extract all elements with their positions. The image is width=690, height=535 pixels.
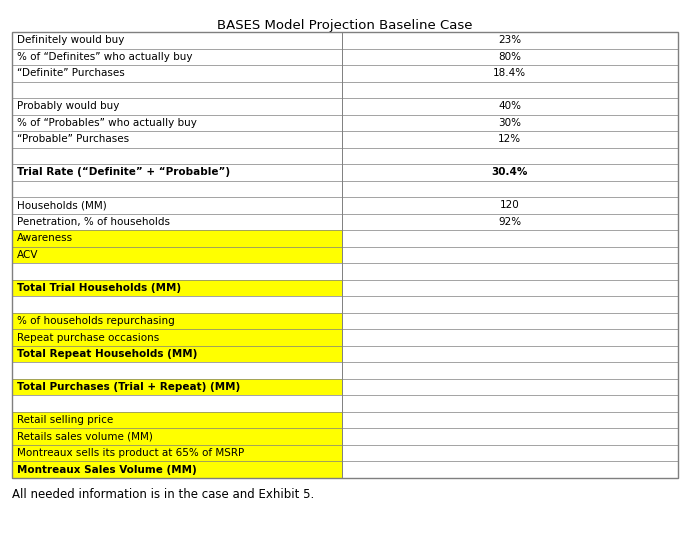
Text: Repeat purchase occasions: Repeat purchase occasions [17,333,159,342]
Text: BASES Model Projection Baseline Case: BASES Model Projection Baseline Case [217,19,473,32]
Bar [12,247,342,263]
Text: Retails sales volume (MM): Retails sales volume (MM) [17,432,153,442]
Text: “Definite” Purchases: “Definite” Purchases [17,68,125,78]
Bar [12,445,342,462]
Text: Total Repeat Households (MM): Total Repeat Households (MM) [17,349,197,359]
Text: Penetration, % of households: Penetration, % of households [17,217,170,227]
Text: Montreaux sells its product at 65% of MSRP: Montreaux sells its product at 65% of MS… [17,448,244,458]
Bar [12,280,342,296]
Text: Retail selling price: Retail selling price [17,415,113,425]
Text: Households (MM): Households (MM) [17,201,107,210]
Text: 30%: 30% [498,118,522,128]
Text: 120: 120 [500,201,520,210]
Text: Definitely would buy: Definitely would buy [17,35,124,45]
Text: 30.4%: 30.4% [492,167,528,178]
Text: % of “Definites” who actually buy: % of “Definites” who actually buy [17,52,193,62]
Text: 80%: 80% [498,52,522,62]
Bar [12,462,342,478]
Text: Awareness: Awareness [17,233,73,243]
Text: “Probable” Purchases: “Probable” Purchases [17,134,129,144]
Text: Total Trial Households (MM): Total Trial Households (MM) [17,283,181,293]
Bar [12,429,342,445]
Text: 23%: 23% [498,35,522,45]
Text: 12%: 12% [498,134,522,144]
Bar [12,346,342,362]
Text: Trial Rate (“Definite” + “Probable”): Trial Rate (“Definite” + “Probable”) [17,167,230,178]
Bar [12,32,678,478]
Text: % of “Probables” who actually buy: % of “Probables” who actually buy [17,118,197,128]
Bar [12,313,342,330]
Bar [12,379,342,395]
Bar [12,230,342,247]
Text: Probably would buy: Probably would buy [17,101,119,111]
Text: 18.4%: 18.4% [493,68,526,78]
Text: 92%: 92% [498,217,522,227]
Text: 40%: 40% [498,101,522,111]
Text: % of households repurchasing: % of households repurchasing [17,316,175,326]
Text: Montreaux Sales Volume (MM): Montreaux Sales Volume (MM) [17,465,197,475]
Bar [12,330,342,346]
Text: Total Purchases (Trial + Repeat) (MM): Total Purchases (Trial + Repeat) (MM) [17,382,240,392]
Text: ACV: ACV [17,250,39,260]
Bar [12,412,342,429]
Text: All needed information is in the case and Exhibit 5.: All needed information is in the case an… [12,488,314,501]
